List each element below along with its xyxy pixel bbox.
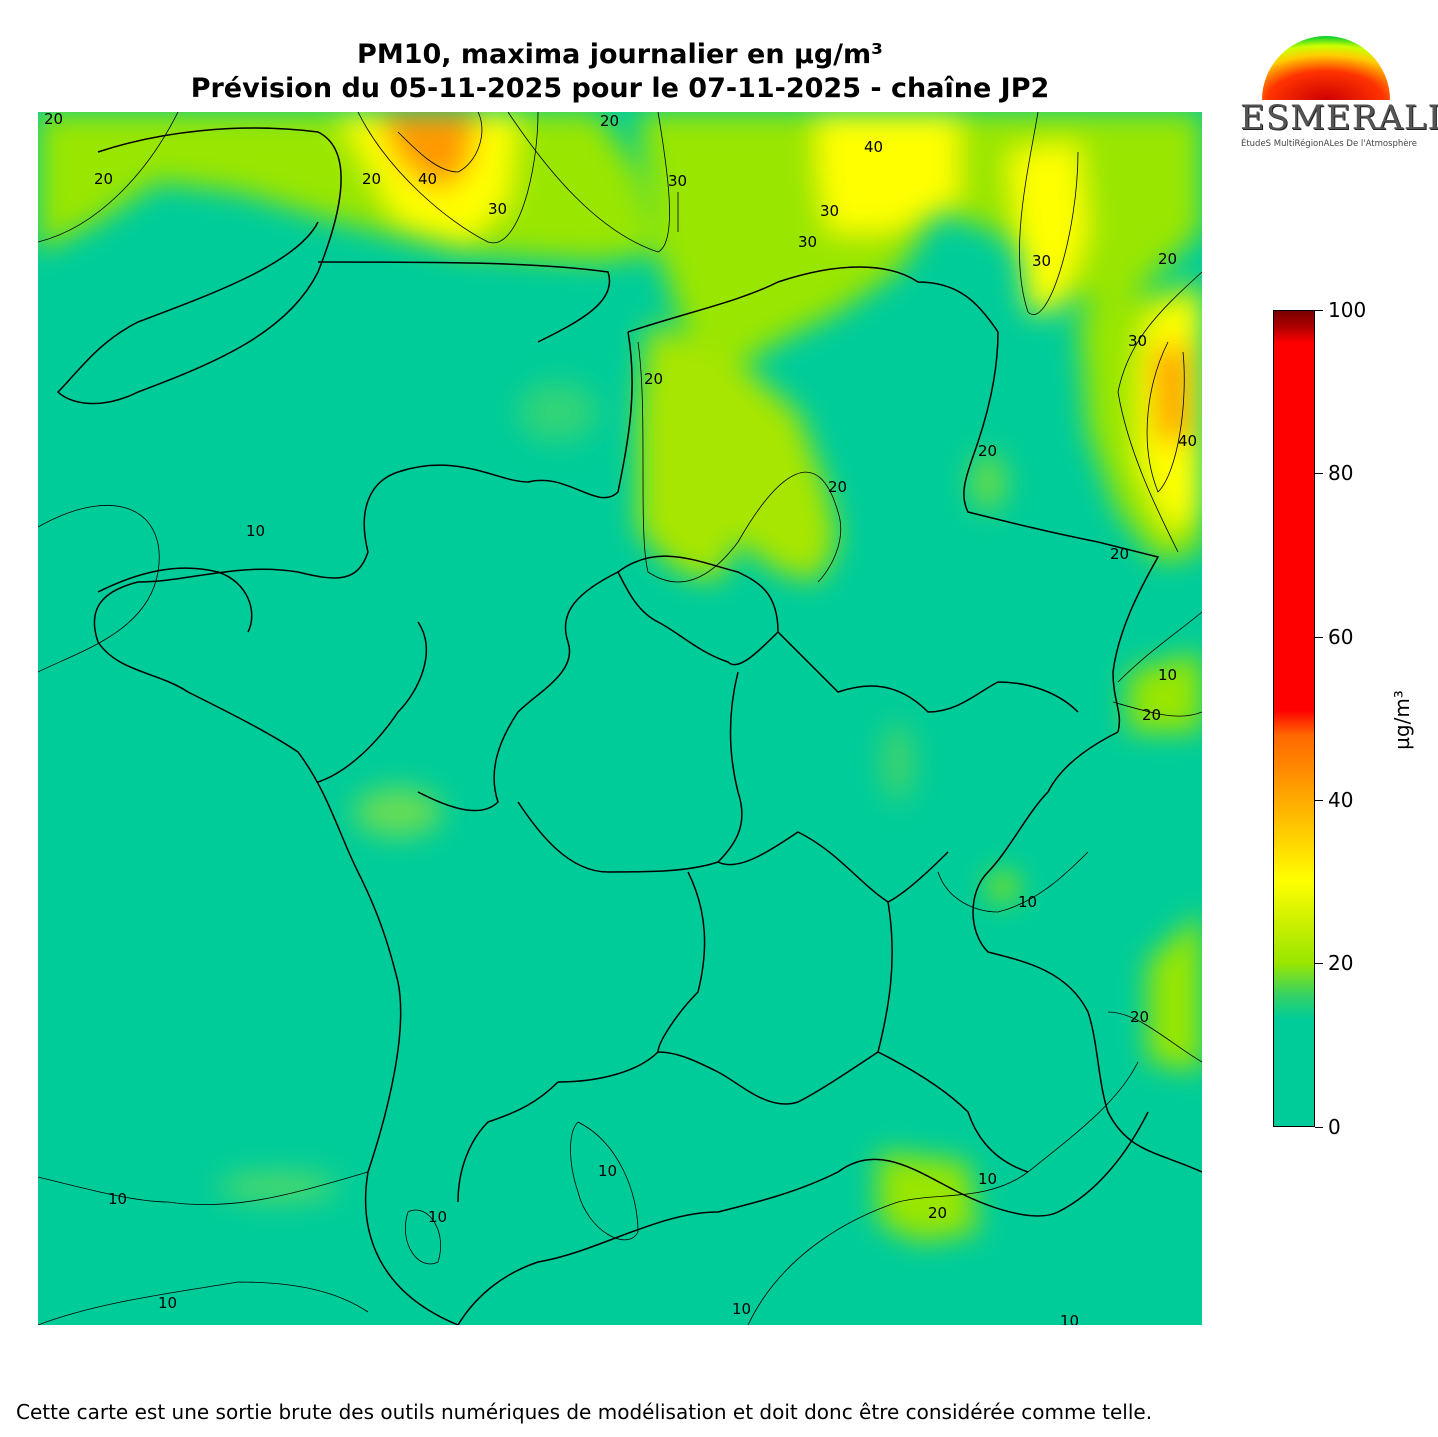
colorbar	[1273, 310, 1315, 1127]
contour-label: 30	[820, 202, 839, 220]
colorbar-tick-label: 20	[1328, 951, 1354, 975]
map-background	[38, 112, 1202, 1325]
contour-label: 10	[428, 1208, 447, 1226]
colorbar-tick-label: 40	[1328, 788, 1354, 812]
map-title-line1: PM10, maxima journalier en µg/m³	[357, 39, 883, 70]
contour-label: 40	[864, 138, 883, 156]
contour-label: 20	[1110, 545, 1129, 563]
contour-label: 30	[668, 172, 687, 190]
map-canvas: 20 20 20 40 30 20 30 40 30 30 30 20 30 4…	[38, 112, 1202, 1325]
colorbar-tick	[1315, 637, 1323, 638]
contour-label: 10	[246, 522, 265, 540]
contour-label: 10	[1060, 1312, 1079, 1325]
concentration-field	[38, 112, 1202, 1242]
logo-subtitle: ÉtudeS MultiRégionALes De l'Atmosphère	[1240, 139, 1418, 149]
colorbar-tick-label: 100	[1328, 298, 1367, 322]
contour-label: 40	[418, 170, 437, 188]
logo-wordmark: ESMERALDA	[1240, 98, 1438, 138]
contour-label: 30	[1128, 332, 1147, 350]
disclaimer-text: Cette carte est une sortie brute des out…	[16, 1400, 1153, 1424]
contour-label: 30	[798, 233, 817, 251]
contour-label: 30	[488, 200, 507, 218]
contour-label: 10	[1158, 666, 1177, 684]
contour-label: 10	[1018, 893, 1037, 911]
contour-label: 20	[1130, 1008, 1149, 1026]
contour-label: 20	[362, 170, 381, 188]
colorbar-tick	[1315, 310, 1323, 311]
contour-label: 20	[1158, 250, 1177, 268]
pm10-map: 20 20 20 40 30 20 30 40 30 30 30 20 30 4…	[38, 112, 1202, 1325]
contour-label: 40	[1178, 432, 1197, 450]
contour-label: 20	[978, 442, 997, 460]
colorbar-tick	[1315, 800, 1323, 801]
logo-sun-icon	[1262, 36, 1390, 100]
contour-label: 10	[108, 1190, 127, 1208]
contour-label: 20	[94, 170, 113, 188]
contour-label: 10	[978, 1170, 997, 1188]
esmeralda-logo: ESMERALDA ÉtudeS MultiRégionALes De l'At…	[1236, 34, 1438, 154]
contour-label: 30	[1032, 252, 1051, 270]
contour-label: 20	[44, 112, 63, 128]
colorbar-tick-label: 60	[1328, 625, 1354, 649]
boundaries	[56, 127, 1202, 1325]
map-title-line2: Prévision du 05-11-2025 pour le 07-11-20…	[190, 73, 1050, 104]
colorbar-tick-label: 0	[1328, 1115, 1341, 1139]
contour-label: 20	[1142, 706, 1161, 724]
contour-lines	[38, 112, 1202, 1325]
contour-label: 20	[644, 370, 663, 388]
contour-label: 20	[928, 1204, 947, 1222]
contour-labels: 20 20 20 40 30 20 30 40 30 30 30 20 30 4…	[44, 112, 1197, 1325]
contour-label: 20	[600, 112, 619, 130]
contour-label: 10	[598, 1162, 617, 1180]
contour-label: 10	[158, 1294, 177, 1312]
colorbar-tick	[1315, 963, 1323, 964]
colorbar-unit-label: µg/m³	[1389, 690, 1414, 750]
colorbar-tick	[1315, 473, 1323, 474]
contour-label: 10	[732, 1300, 751, 1318]
contour-label: 20	[828, 478, 847, 496]
colorbar-tick	[1315, 1127, 1323, 1128]
colorbar-tick-label: 80	[1328, 461, 1354, 485]
